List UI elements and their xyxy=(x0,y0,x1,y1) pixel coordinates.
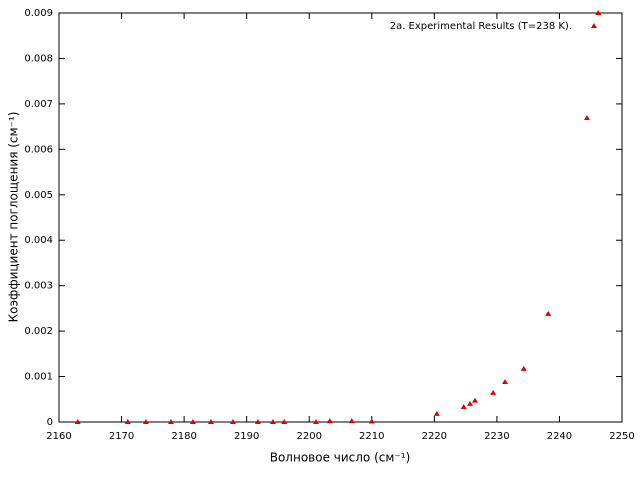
data-point xyxy=(124,419,131,424)
x-tick-label: 2250 xyxy=(609,431,634,442)
y-tick-label: 0.004 xyxy=(24,235,53,246)
y-tick-label: 0.007 xyxy=(24,99,53,110)
data-point xyxy=(460,404,467,410)
y-tick-label: 0.006 xyxy=(24,144,53,155)
data-point xyxy=(313,419,320,424)
x-axis-title: Волновое число (см⁻¹) xyxy=(270,451,411,465)
plot-frame xyxy=(58,12,623,423)
y-tick-label: 0.005 xyxy=(24,190,53,201)
data-point xyxy=(490,389,497,395)
x-tick-label: 2160 xyxy=(46,431,71,442)
data-point xyxy=(326,418,333,424)
x-tick-label: 2200 xyxy=(296,431,321,442)
data-point xyxy=(269,419,276,424)
y-tick-label: 0.003 xyxy=(24,281,53,292)
y-axis-title: Коэффициент поглощения (см⁻¹) xyxy=(7,112,21,323)
data-point xyxy=(520,365,527,371)
x-tick-label: 2170 xyxy=(109,431,134,442)
y-tick-label: 0.002 xyxy=(24,326,53,337)
x-tick-label: 2220 xyxy=(422,431,447,442)
x-tick-label: 2230 xyxy=(484,431,509,442)
legend-marker xyxy=(591,23,597,28)
x-tick-label: 2240 xyxy=(547,431,572,442)
data-point xyxy=(545,310,552,316)
data-point xyxy=(254,419,261,424)
data-point xyxy=(189,419,196,424)
data-point xyxy=(229,419,236,424)
y-tick-label: 0 xyxy=(47,417,53,428)
x-tick-label: 2210 xyxy=(359,431,384,442)
data-point xyxy=(348,418,355,424)
data-point xyxy=(595,10,602,15)
data-point xyxy=(471,397,478,403)
data-point xyxy=(281,419,288,424)
data-point xyxy=(502,379,509,385)
data-point xyxy=(583,114,590,120)
legend-label: 2a. Experimental Results (T=238 K). xyxy=(390,21,572,32)
data-point xyxy=(142,419,149,424)
y-tick-label: 0.008 xyxy=(24,53,53,64)
data-point xyxy=(368,418,375,424)
y-tick-label: 0.009 xyxy=(24,8,53,19)
x-tick-label: 2180 xyxy=(171,431,196,442)
data-point xyxy=(167,419,174,424)
data-point xyxy=(466,400,473,406)
x-tick-label: 2190 xyxy=(234,431,259,442)
data-point xyxy=(433,410,440,416)
y-tick-label: 0.001 xyxy=(24,372,53,383)
data-point xyxy=(208,419,215,424)
data-point xyxy=(74,419,81,424)
